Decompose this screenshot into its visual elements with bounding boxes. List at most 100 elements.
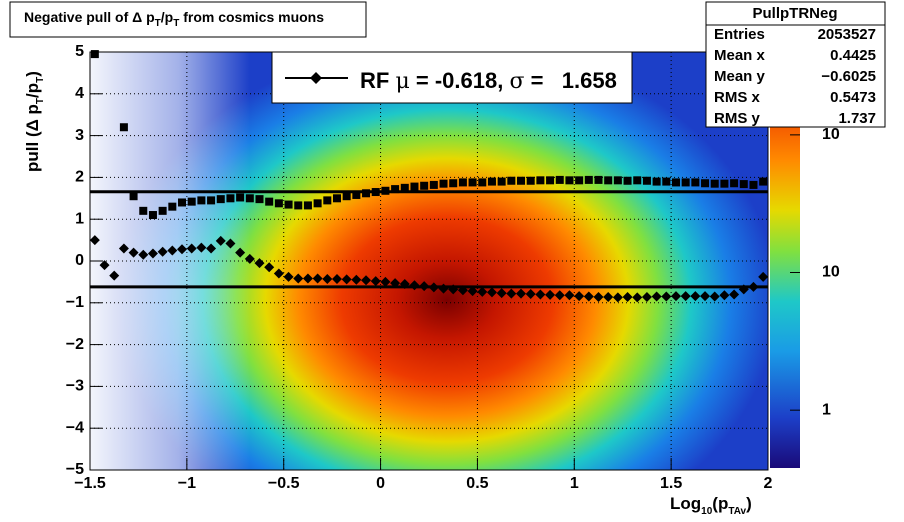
diamond-marker xyxy=(157,246,168,257)
diamond-marker xyxy=(225,238,236,249)
diamond-marker xyxy=(467,286,478,297)
diamond-marker xyxy=(506,288,517,299)
square-marker xyxy=(478,178,487,187)
square-marker xyxy=(584,175,593,184)
x-tick-label: −1 xyxy=(178,475,196,492)
square-marker xyxy=(739,180,748,189)
square-marker xyxy=(613,176,622,185)
square-marker xyxy=(245,194,254,203)
diamond-marker xyxy=(196,242,207,253)
diamond-marker xyxy=(138,249,149,260)
square-marker xyxy=(720,179,729,188)
square-marker xyxy=(730,179,739,188)
diamond-marker xyxy=(167,245,178,256)
diamond-marker xyxy=(748,281,759,292)
diamond-marker xyxy=(496,288,507,299)
square-marker xyxy=(119,123,128,132)
diamond-marker xyxy=(486,287,497,298)
square-marker xyxy=(439,179,448,188)
square-marker xyxy=(362,189,371,198)
diamond-marker xyxy=(283,271,294,282)
diamond-marker xyxy=(651,291,662,302)
x-tick-label: −0.5 xyxy=(268,475,300,492)
square-marker xyxy=(187,197,196,206)
diamond-marker xyxy=(738,284,749,295)
square-marker xyxy=(546,176,555,185)
y-tick-label: 1 xyxy=(75,210,84,227)
square-marker xyxy=(265,197,274,206)
y-tick-label: 2 xyxy=(75,169,84,186)
x-tick-label: −1.5 xyxy=(74,475,106,492)
diamond-marker xyxy=(593,291,604,302)
diamond-marker xyxy=(89,235,100,246)
diamond-marker xyxy=(390,278,401,289)
stats-value: 0.5473 xyxy=(830,89,876,106)
x-axis-label: Log10(pTAv) xyxy=(670,494,752,516)
diamond-marker xyxy=(99,260,110,271)
diamond-marker xyxy=(118,243,129,254)
diamond-marker xyxy=(690,291,701,302)
diamond-marker xyxy=(409,280,420,291)
square-marker xyxy=(749,180,758,189)
square-marker xyxy=(710,179,719,188)
square-marker xyxy=(468,178,477,187)
stats-value: 1.737 xyxy=(838,110,876,127)
y-tick-label: −5 xyxy=(66,461,84,478)
square-marker xyxy=(371,188,380,197)
y-tick-label: 5 xyxy=(75,43,84,60)
diamond-marker xyxy=(670,291,681,302)
square-marker xyxy=(652,177,661,186)
diamond-marker xyxy=(758,271,769,282)
square-marker xyxy=(429,180,438,189)
square-marker xyxy=(400,183,409,192)
square-marker xyxy=(671,178,680,187)
diamond-marker xyxy=(147,248,158,259)
diamond-marker xyxy=(109,270,120,281)
stats-title: PullpTRNeg xyxy=(753,5,838,22)
diamond-marker xyxy=(206,243,217,254)
square-marker xyxy=(575,176,584,185)
square-marker xyxy=(332,194,341,203)
diamond-marker xyxy=(680,291,691,302)
y-tick-label: 4 xyxy=(75,85,84,102)
diamond-marker xyxy=(302,273,313,284)
square-marker xyxy=(759,177,768,186)
square-marker xyxy=(197,196,206,205)
square-marker xyxy=(274,199,283,208)
square-marker xyxy=(284,200,293,209)
y-tick-label: 0 xyxy=(75,252,84,269)
diamond-marker xyxy=(583,291,594,302)
square-marker xyxy=(148,211,157,220)
diamond-marker xyxy=(622,291,633,302)
square-marker xyxy=(594,175,603,184)
square-marker xyxy=(555,175,564,184)
square-marker xyxy=(323,196,332,205)
x-tick-label: 1.5 xyxy=(660,475,682,492)
y-tick-label: −3 xyxy=(66,378,84,395)
diamond-marker xyxy=(700,291,711,302)
diamond-marker xyxy=(244,253,255,264)
stats-label: RMS x xyxy=(714,89,761,106)
diamond-marker xyxy=(438,283,449,294)
x-tick-label: 2 xyxy=(764,475,773,492)
square-marker xyxy=(207,196,216,205)
square-marker xyxy=(701,179,710,188)
x-tick-label: 1 xyxy=(570,475,579,492)
square-marker xyxy=(642,176,651,185)
square-marker xyxy=(352,190,361,199)
diamond-marker xyxy=(273,268,284,279)
diamond-marker xyxy=(612,292,623,303)
square-marker xyxy=(536,176,545,185)
square-marker xyxy=(294,201,303,210)
diamond-marker xyxy=(574,291,585,302)
diamond-marker xyxy=(516,288,527,299)
square-marker xyxy=(604,176,613,185)
diamond-marker xyxy=(341,274,352,285)
diamond-marker xyxy=(419,281,430,292)
square-marker xyxy=(226,194,235,203)
diamond-marker xyxy=(525,289,536,300)
stats-value: 0.4425 xyxy=(830,47,876,64)
square-marker xyxy=(681,178,690,187)
diamond-marker xyxy=(361,275,372,286)
